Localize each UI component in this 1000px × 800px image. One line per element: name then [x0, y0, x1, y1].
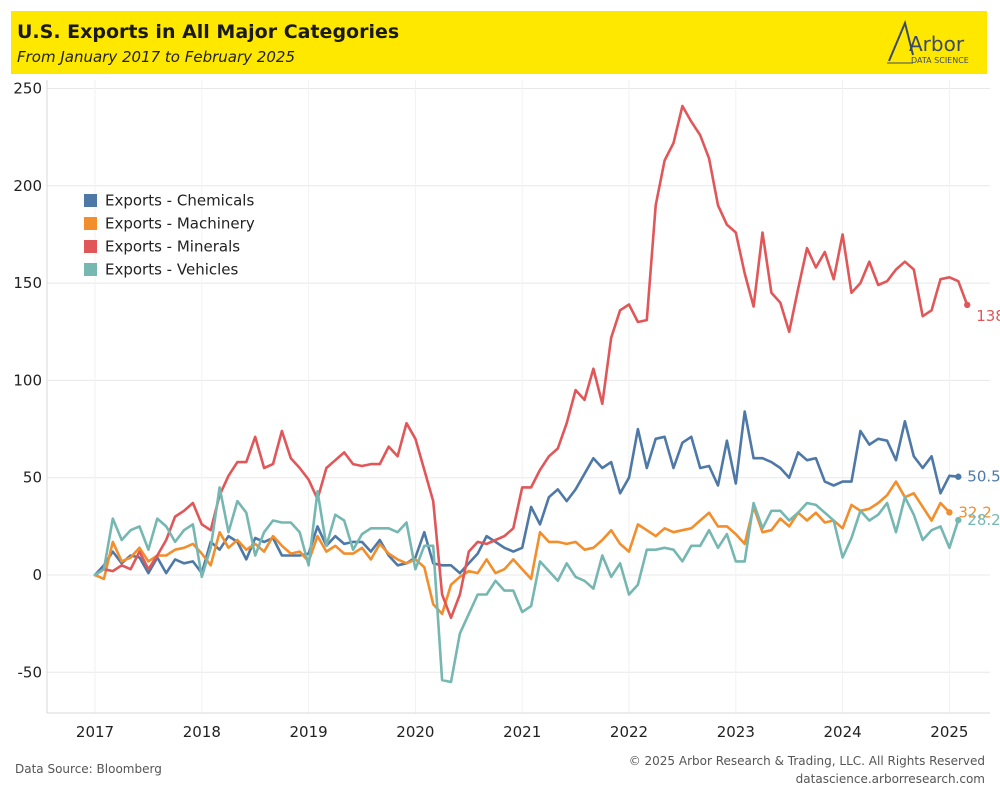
legend-label-3: Exports - Vehicles	[105, 261, 239, 279]
y-tick-label: 50	[23, 469, 42, 487]
series-end-dot-2	[964, 301, 971, 309]
series-line-2	[93, 104, 969, 620]
footer-credits: © 2025 Arbor Research & Trading, LLC. Al…	[629, 752, 985, 788]
logo-subtext: DATA SCIENCE	[911, 56, 969, 65]
series-lines: 50.5 32.2 138.8 28.2	[93, 104, 1000, 684]
title-banner: U.S. Exports in All Major Categories Fro…	[11, 11, 987, 74]
legend-label-2: Exports - Minerals	[105, 238, 240, 256]
x-tick-label: 2024	[824, 723, 862, 741]
legend-swatch-0	[84, 194, 97, 207]
y-tick-label: 0	[32, 566, 42, 584]
series-end-dot-0	[955, 473, 962, 480]
x-tick-label: 2018	[183, 723, 221, 741]
series-line-0	[93, 410, 960, 577]
series-end-label-0: 50.5	[967, 468, 1000, 486]
arbor-logo: Arbor DATA SCIENCE	[887, 19, 969, 65]
legend-label-0: Exports - Chemicals	[105, 192, 254, 210]
legend-swatch-3	[84, 263, 97, 276]
x-tick-label: 2020	[396, 723, 434, 741]
axes: -50 0 50 100 150 200 250 2017 2018 2019 2020 2021 20…	[13, 80, 990, 741]
legend: Exports - Chemicals Exports - Machinery Ex…	[84, 192, 255, 279]
y-tick-label: 250	[13, 80, 42, 98]
series-end-dot-1	[946, 509, 953, 516]
y-tick-label: -50	[18, 663, 43, 681]
series-line-3	[93, 486, 960, 684]
grid	[47, 80, 990, 713]
x-tick-label: 2019	[290, 723, 328, 741]
copyright-text: © 2025 Arbor Research & Trading, LLC. Al…	[628, 754, 985, 768]
series-end-label-3: 28.2	[967, 511, 1000, 529]
x-tick-label: 2022	[610, 723, 648, 741]
chart-title: U.S. Exports in All Major Categories	[17, 21, 400, 43]
y-tick-label: 200	[13, 177, 42, 195]
x-tick-label: 2017	[76, 723, 114, 741]
x-tick-label: 2025	[930, 723, 968, 741]
legend-swatch-1	[84, 217, 97, 230]
chart-subtitle: From January 2017 to February 2025	[17, 48, 295, 66]
y-tick-label: 100	[13, 371, 42, 389]
data-source: Data Source: Bloomberg	[15, 762, 162, 776]
series-end-dot-3	[955, 516, 962, 524]
x-tick-label: 2021	[503, 723, 541, 741]
series-end-label-2: 138.8	[976, 307, 1000, 325]
series-line-1	[93, 480, 951, 616]
y-tick-label: 150	[13, 274, 42, 292]
legend-swatch-2	[84, 240, 97, 253]
x-tick-label: 2023	[717, 723, 755, 741]
logo-text: Arbor	[909, 32, 965, 56]
series-end-label-1: 32.2	[958, 503, 991, 521]
website-link[interactable]: datascience.arborresearch.com	[795, 772, 985, 786]
legend-label-1: Exports - Machinery	[105, 215, 255, 233]
